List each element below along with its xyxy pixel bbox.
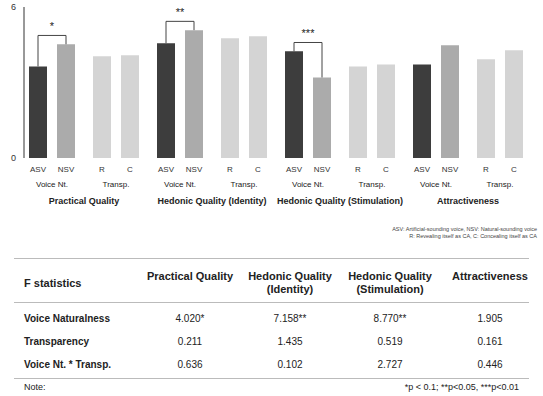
html-text:Attractiveness: Attractiveness <box>437 196 499 206</box>
html-text:Voice Nt.: Voice Nt. <box>164 180 196 189</box>
html-text:0.161: 0.161 <box>477 336 503 347</box>
svg-text:R: R <box>99 165 105 174</box>
html-text:0.211: 0.211 <box>177 336 203 347</box>
svg-text:ASV: ASV <box>158 165 175 174</box>
svg-text:NSV: NSV <box>186 165 203 174</box>
html-text:Transp.: Transp. <box>486 180 514 189</box>
svg-text:*: * <box>50 20 55 32</box>
html-text:Hedonic Quality (Stimulation): Hedonic Quality (Stimulation) <box>277 196 403 206</box>
html-text:Hedonic Quality (Identity): Hedonic Quality (Identity) <box>157 196 267 206</box>
svg-text:0: 0 <box>11 153 16 163</box>
html-text:0.636: 0.636 <box>177 359 203 370</box>
svg-text:6: 6 <box>11 2 16 12</box>
html-text:Attractiveness: Attractiveness <box>452 270 528 282</box>
html-text:Hedonic Quality (Stimulation): Hedonic Quality (Stimulation) <box>348 270 432 295</box>
html-text:0.446: 0.446 <box>477 359 503 370</box>
html-text:Voice Nt.: Voice Nt. <box>292 180 324 189</box>
svg-text:C: C <box>127 165 133 174</box>
html-text:1.435: 1.435 <box>277 336 303 347</box>
html-text:Transparency: Transparency <box>24 336 89 347</box>
html-text:Transp.: Transp. <box>102 180 130 189</box>
svg-text:R: R <box>355 165 361 174</box>
svg-text:C: C <box>383 165 389 174</box>
html-text:4.020*: 4.020* <box>175 313 205 324</box>
svg-text:C: C <box>255 165 261 174</box>
svg-text:R: R <box>227 165 233 174</box>
svg-text:***: *** <box>302 27 316 39</box>
html-text:0.519: 0.519 <box>377 336 403 347</box>
svg-text:NSV: NSV <box>442 165 459 174</box>
html-text:Practical Quality: Practical Quality <box>146 270 234 282</box>
html-text:Transp.: Transp. <box>230 180 258 189</box>
svg-text:R: R <box>483 165 489 174</box>
html-text:0.102: 0.102 <box>277 359 303 370</box>
svg-text:ASV: ASV <box>30 165 47 174</box>
svg-text:NSV: NSV <box>58 165 75 174</box>
html-text:1.905: 1.905 <box>477 313 503 324</box>
svg-text:C: C <box>511 165 517 174</box>
html-text:7.158**: 7.158** <box>273 313 307 324</box>
html-text:Voice Nt.: Voice Nt. <box>420 180 452 189</box>
html-text:Transp.: Transp. <box>358 180 386 189</box>
html-text:8.770**: 8.770** <box>373 313 407 324</box>
svg-text:**: ** <box>176 6 185 18</box>
html-text:*p < 0.1; **p<0.05, ***p<0.01: *p < 0.1; **p<0.05, ***p<0.01 <box>404 382 519 392</box>
html-text:Voice Naturalness: Voice Naturalness <box>24 313 110 324</box>
html-text:R: Revealing itself as CA, C:: R: Revealing itself as CA, C: Concealing… <box>409 233 537 239</box>
html-text:Hedonic Quality (Identity): Hedonic Quality (Identity) <box>248 270 332 295</box>
svg-text:NSV: NSV <box>314 165 331 174</box>
html-text:Note:: Note: <box>24 382 46 392</box>
svg-text:ASV: ASV <box>286 165 303 174</box>
svg-text:ASV: ASV <box>414 165 431 174</box>
html-text:2.727: 2.727 <box>377 359 403 370</box>
html-text:Voice Nt. * Transp.: Voice Nt. * Transp. <box>24 359 112 370</box>
html-text:F statistics: F statistics <box>24 277 82 289</box>
html-text:Voice Nt.: Voice Nt. <box>36 180 68 189</box>
html-text:Practical Quality: Practical Quality <box>48 196 120 206</box>
html-text:ASV: Artificial-sounding voice: ASV: Artificial-sounding voice, NSV: Nat… <box>392 226 537 232</box>
